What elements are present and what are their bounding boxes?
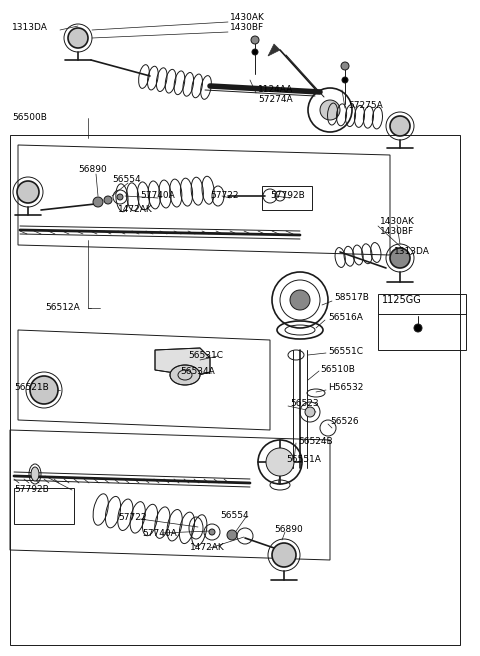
Circle shape [252, 49, 258, 55]
Circle shape [209, 529, 215, 535]
Circle shape [117, 194, 123, 200]
Text: 1430AK: 1430AK [230, 14, 265, 22]
Circle shape [305, 407, 315, 417]
Polygon shape [155, 348, 210, 376]
Text: 1125GG: 1125GG [382, 295, 422, 305]
Polygon shape [268, 44, 280, 56]
Circle shape [30, 376, 58, 404]
Text: 57722: 57722 [118, 514, 146, 522]
Text: 56523: 56523 [290, 400, 319, 409]
Text: 56510B: 56510B [320, 365, 355, 375]
Text: 56890: 56890 [78, 165, 107, 174]
Text: 56534A: 56534A [180, 367, 215, 377]
Text: 1430AK: 1430AK [380, 218, 415, 226]
Text: 1124AA: 1124AA [258, 85, 293, 94]
Bar [262, 186, 312, 210]
Bar [10, 135, 460, 645]
Bar [378, 294, 466, 350]
Text: 56526: 56526 [330, 417, 359, 426]
Text: 56554: 56554 [220, 512, 249, 520]
Text: 57275A: 57275A [348, 102, 383, 110]
Text: 57792B: 57792B [270, 192, 305, 201]
Circle shape [93, 197, 103, 207]
Text: 56890: 56890 [274, 525, 303, 535]
Circle shape [227, 530, 237, 540]
Circle shape [17, 181, 39, 203]
Circle shape [320, 100, 340, 120]
Text: 1430BF: 1430BF [230, 24, 264, 33]
Text: 56531C: 56531C [188, 352, 223, 361]
Text: 57740A: 57740A [142, 529, 177, 539]
Circle shape [390, 248, 410, 268]
Text: 1472AK: 1472AK [118, 205, 153, 215]
Circle shape [104, 196, 112, 204]
Text: 57722: 57722 [210, 192, 239, 201]
Text: 1313DA: 1313DA [12, 24, 48, 33]
Text: 58517B: 58517B [334, 293, 369, 302]
Text: 57274A: 57274A [258, 96, 293, 104]
Text: 57792B: 57792B [14, 485, 49, 495]
Text: 56500B: 56500B [12, 113, 47, 123]
Circle shape [414, 324, 422, 332]
Text: 56521B: 56521B [14, 384, 49, 392]
Circle shape [266, 448, 294, 476]
Circle shape [390, 116, 410, 136]
Text: H56532: H56532 [328, 384, 363, 392]
Text: 1430BF: 1430BF [380, 228, 414, 237]
Circle shape [341, 62, 349, 70]
Text: 56551A: 56551A [286, 455, 321, 464]
Circle shape [68, 28, 88, 48]
Ellipse shape [170, 365, 200, 385]
Text: 56512A: 56512A [45, 304, 80, 312]
Bar [14, 488, 74, 524]
Circle shape [272, 543, 296, 567]
Circle shape [290, 290, 310, 310]
Circle shape [342, 77, 348, 83]
Circle shape [251, 36, 259, 44]
Text: 57740A: 57740A [140, 192, 175, 201]
Text: 1472AK: 1472AK [190, 544, 225, 552]
Text: 56524B: 56524B [298, 438, 333, 447]
Text: 56554: 56554 [112, 176, 141, 184]
Text: 56551C: 56551C [328, 348, 363, 356]
Text: 56516A: 56516A [328, 314, 363, 323]
Text: 1313DA: 1313DA [394, 247, 430, 256]
Ellipse shape [31, 467, 39, 481]
